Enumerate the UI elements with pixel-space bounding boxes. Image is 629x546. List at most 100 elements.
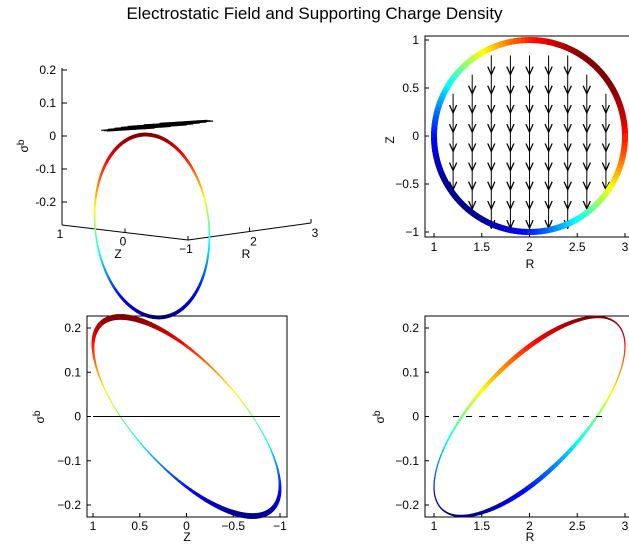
field-arrow-3d [187, 120, 199, 123]
curve-segment-z [224, 381, 230, 387]
z-tick-label: -0.2 [35, 195, 56, 209]
field-arrow-3d [197, 119, 208, 122]
charge-density-curve-3d [93, 132, 211, 320]
y-axis-label-main-z: σ [33, 415, 47, 423]
curve-segment-z [267, 442, 271, 448]
y-axis-label-z-sigma: σb [32, 410, 47, 423]
curve-segment-z [117, 411, 121, 418]
curve-segment-z [140, 442, 145, 448]
x-tick-label-field: 1.5 [473, 240, 490, 254]
curve-segment-z [243, 404, 248, 410]
curve-segment-z [228, 385, 233, 391]
curve-segment-z [112, 404, 117, 410]
x-tick-label-field: 2 [526, 240, 533, 254]
z-tick-label: 0.2 [39, 63, 56, 77]
chart-panel-r-sigma: 1 1.5 2 2.5 3 −0.2 −0.1 0 0.1 0.2 R σb [372, 315, 629, 544]
curve-segment-z [130, 431, 136, 437]
x-axis-label-3d: Z [114, 247, 121, 261]
y-tick-label-z-sigma: 0.2 [64, 321, 81, 335]
chart-panel-z-sigma: 1 0.5 0 −0.5 −1 −0.2 −0.1 0 0.1 0.2 Z σb [32, 314, 288, 544]
curve-segment-z [231, 388, 236, 394]
x-tick-label-r-sigma: 2 [526, 519, 533, 533]
charge-density-curve-r [433, 315, 626, 518]
curve-segment-z [143, 446, 149, 452]
z-axis-label-3d: σb [16, 139, 31, 152]
curve-segment-z [133, 435, 139, 441]
x-tick-label-z-sigma: 0.5 [131, 519, 148, 533]
curve-segment-z [234, 392, 240, 398]
curve-segment-z [237, 396, 243, 402]
y-tick-label-r-sigma: 0 [412, 410, 419, 424]
x-tick-label-r-sigma: 1 [431, 519, 438, 533]
chart-panel-3d: -0.2 -0.1 0 0.1 0.2 1 0 −1 2 3 Z R σb [16, 63, 319, 320]
x-tick-label-r-sigma: 3 [622, 519, 629, 533]
field-arrows-2d [453, 55, 606, 228]
curve-segment-z [114, 408, 119, 414]
x-tick-label-z-sigma: 1 [90, 519, 97, 533]
x-tick-label-3d: −1 [179, 242, 193, 256]
z-axis-label-main: σ [17, 144, 31, 152]
curve-segment-z [106, 392, 110, 398]
field-arrows-3d [101, 119, 214, 132]
z-tick-label: 0 [49, 129, 56, 143]
y-axis-label-sub-r: b [372, 410, 383, 416]
x-axis-label-field: R [526, 257, 535, 271]
curve-segment-z [263, 435, 267, 441]
curve-segment-z [249, 411, 254, 418]
y-tick-label-r-sigma: 0.2 [402, 321, 419, 335]
field-arrow-3d [168, 121, 180, 124]
tick-labels-field: 1 1.5 2 2.5 3 −1 −0.5 0 0.5 1 [395, 33, 628, 254]
boundary-circle [431, 37, 628, 235]
x-tick-label-z-sigma: −0.5 [221, 519, 245, 533]
curve-segment-z [128, 427, 133, 433]
curve-segment-z [102, 385, 106, 391]
chart-panel-field: 1 1.5 2 2.5 3 −1 −0.5 0 0.5 1 R Z [383, 33, 629, 271]
curve-segment-z [110, 400, 114, 406]
field-arrow-3d [143, 123, 154, 126]
tick-labels-r-sigma: 1 1.5 2 2.5 3 −0.2 −0.1 0 0.1 0.2 [395, 321, 628, 533]
curve-segment-z [100, 381, 104, 387]
z-tick-label: 0.1 [39, 96, 56, 110]
y-tick-label-z-sigma: 0.1 [64, 365, 81, 379]
curve-segment-z [108, 396, 112, 402]
curve-segment-z [240, 400, 245, 406]
y-axis-label-sub-z: b [32, 410, 43, 416]
field-arrow-3d [127, 125, 138, 128]
y-tick-label-field: 0.5 [402, 81, 419, 95]
y-axis-label-3d: R [242, 247, 251, 261]
y-axis-label-field: Z [383, 136, 397, 143]
curve-segment-z [261, 431, 265, 437]
curve-segment-z [119, 415, 124, 422]
x-axis-label-z-sigma: Z [183, 530, 190, 544]
curve-segment-z [104, 388, 108, 394]
axis-box-3d [61, 68, 312, 241]
curve-segment-z [218, 374, 224, 380]
curve-segment-z [221, 377, 227, 383]
x-tick-label-field: 1 [431, 240, 438, 254]
curve-segment-z [252, 415, 256, 422]
tick-labels-3d: -0.2 -0.1 0 0.1 0.2 1 0 −1 2 3 [35, 63, 318, 256]
x-tick-label-z-sigma: −1 [273, 519, 287, 533]
x-tick-label-z-sigma: 0 [183, 519, 190, 533]
y-tick-label-r-sigma: −0.2 [395, 498, 419, 512]
curve-segment-3d [183, 156, 189, 162]
x-axis-label-r-sigma: R [526, 530, 535, 544]
y-tick-label-z-sigma: 0 [74, 410, 81, 424]
y-tick-label-z-sigma: −0.2 [57, 498, 81, 512]
x-tick-label-field: 2.5 [569, 240, 586, 254]
y-tick-label-3d: 3 [312, 226, 319, 240]
charge-density-curve-z [91, 314, 282, 519]
curve-segment-z [269, 446, 273, 452]
curve-segment-z [185, 344, 192, 351]
curve-segment-z [149, 453, 155, 459]
y-tick-label-r-sigma: −0.1 [395, 454, 419, 468]
curve-segment-z [137, 439, 142, 445]
curve-segment-z [254, 419, 259, 425]
x-tick-label-field: 3 [622, 240, 629, 254]
curve-segment-z [246, 408, 251, 414]
x-tick-label-3d: 1 [57, 227, 64, 241]
curve-segment-z [257, 423, 261, 429]
curve-segment-z [125, 423, 130, 429]
y-axis-label-r-sigma: σb [372, 410, 387, 423]
